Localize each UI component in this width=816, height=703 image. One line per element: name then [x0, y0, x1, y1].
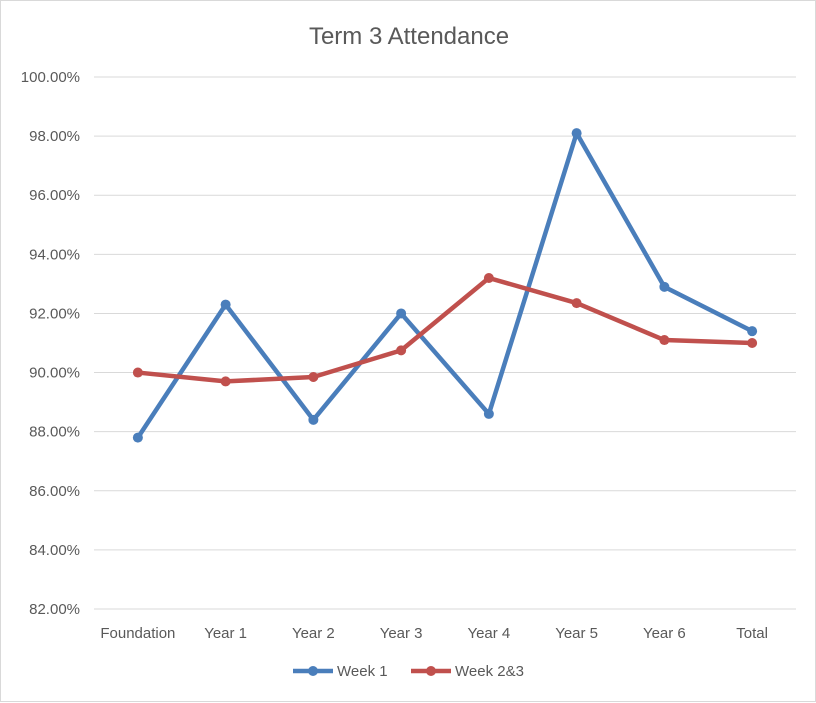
y-tick-label: 90.00% — [29, 365, 80, 382]
data-point — [571, 298, 582, 309]
data-point — [396, 308, 407, 319]
data-point — [132, 367, 143, 378]
data-point — [220, 299, 231, 310]
chart-title: Term 3 Attendance — [309, 23, 509, 50]
x-tick-label: Year 2 — [292, 625, 335, 642]
x-tick-label: Total — [736, 625, 768, 642]
data-point — [659, 281, 670, 292]
data-point — [132, 432, 143, 443]
data-point — [220, 376, 231, 387]
legend-label: Week 1 — [337, 663, 388, 680]
data-point — [308, 414, 319, 425]
x-tick-label: Foundation — [100, 625, 175, 642]
x-axis-ticks: Foundation Year 1 Year 2 Year 3 Year 4 Year 5… — [100, 625, 768, 642]
data-point — [747, 326, 758, 337]
series-lines — [132, 128, 758, 443]
series-1 — [132, 128, 758, 443]
x-tick-label: Year 4 — [467, 625, 510, 642]
series-line — [135, 275, 755, 384]
y-tick-label: 100.00% — [21, 69, 80, 86]
legend-item: Week 1 — [293, 663, 388, 680]
y-tick-label: 94.00% — [29, 246, 80, 263]
data-point — [483, 408, 494, 419]
legend: Week 1 Week 2&3 — [293, 663, 524, 680]
y-tick-label: 96.00% — [29, 187, 80, 204]
data-point — [396, 345, 407, 356]
data-point — [659, 335, 670, 346]
legend-item: Week 2&3 — [411, 663, 524, 680]
series-2 — [132, 272, 758, 387]
legend-swatch-marker — [308, 666, 318, 676]
x-tick-label: Year 6 — [643, 625, 686, 642]
y-tick-label: 86.00% — [29, 483, 80, 500]
series-line — [135, 130, 755, 440]
legend-swatch-marker — [426, 666, 436, 676]
y-axis-ticks: 82.00% 84.00% 86.00% 88.00% 90.00% 92.00% 94.0… — [21, 69, 80, 618]
data-point — [308, 371, 319, 382]
legend-label: Week 2&3 — [455, 663, 524, 680]
y-tick-label: 88.00% — [29, 424, 80, 441]
data-point — [483, 272, 494, 283]
x-tick-label: Year 5 — [555, 625, 598, 642]
data-point — [571, 128, 582, 139]
y-tick-label: 92.00% — [29, 305, 80, 322]
y-tick-label: 84.00% — [29, 542, 80, 559]
y-tick-label: 82.00% — [29, 601, 80, 618]
data-point — [747, 338, 758, 348]
y-tick-label: 98.00% — [29, 128, 80, 145]
x-tick-label: Year 1 — [204, 625, 247, 642]
x-tick-label: Year 3 — [380, 625, 423, 642]
